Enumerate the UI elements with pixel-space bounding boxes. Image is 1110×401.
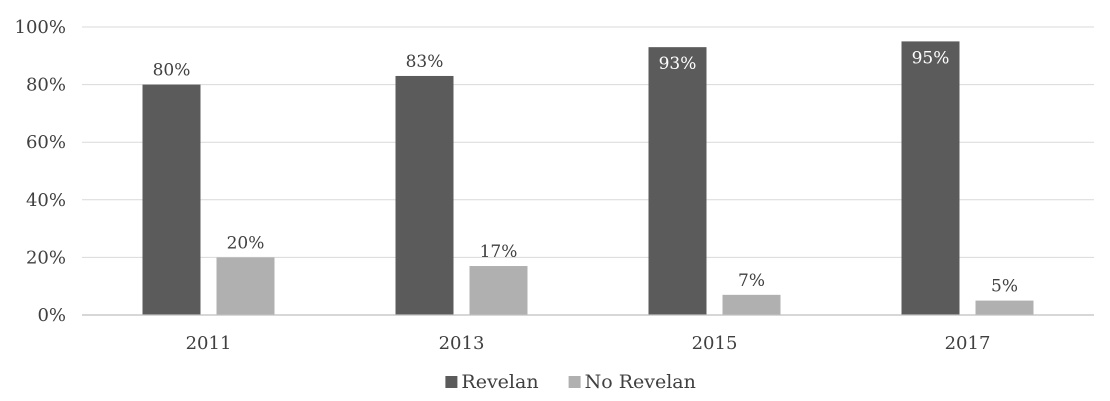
x-tick-label: 2013 bbox=[439, 333, 485, 354]
data-labels: 80% 20% 83% 17% 93% 7% 95% 5% bbox=[153, 48, 1018, 296]
x-tick-label: 2017 bbox=[945, 333, 991, 354]
bars bbox=[142, 41, 1034, 316]
bar-no-revelan-2017 bbox=[975, 300, 1034, 315]
data-label: 5% bbox=[991, 277, 1018, 297]
data-label: 95% bbox=[912, 48, 950, 68]
bar-revelan-2013 bbox=[395, 75, 454, 316]
bar-no-revelan-2015 bbox=[722, 294, 781, 315]
bar-revelan-2011 bbox=[142, 84, 201, 315]
data-label: 17% bbox=[480, 242, 518, 262]
y-tick-label: 80% bbox=[26, 75, 66, 96]
legend-label: Revelan bbox=[461, 371, 538, 393]
x-tick-label: 2015 bbox=[692, 333, 738, 354]
y-tick-label: 20% bbox=[26, 247, 66, 268]
y-tick-label: 40% bbox=[26, 190, 66, 211]
legend: Revelan No Revelan bbox=[445, 371, 696, 393]
legend-label: No Revelan bbox=[585, 371, 696, 393]
data-label: 93% bbox=[659, 54, 697, 74]
y-tick-label: 60% bbox=[26, 132, 66, 153]
y-tick-label: 0% bbox=[37, 305, 66, 326]
bar-no-revelan-2011 bbox=[216, 257, 275, 315]
data-label: 20% bbox=[227, 233, 265, 253]
bar-no-revelan-2013 bbox=[469, 266, 528, 315]
y-axis: 0% 20% 40% 60% 80% 100% bbox=[15, 17, 66, 326]
x-axis: 2011 2013 2015 2017 bbox=[82, 314, 1094, 354]
data-label: 80% bbox=[153, 61, 191, 81]
legend-swatch bbox=[568, 376, 581, 388]
data-label: 7% bbox=[738, 271, 765, 291]
x-tick-label: 2011 bbox=[186, 333, 232, 354]
bar-revelan-2015 bbox=[648, 47, 707, 315]
bar-revelan-2017 bbox=[901, 41, 960, 316]
legend-swatch bbox=[445, 376, 458, 388]
y-tick-label: 100% bbox=[15, 17, 66, 38]
data-label: 83% bbox=[406, 52, 444, 72]
